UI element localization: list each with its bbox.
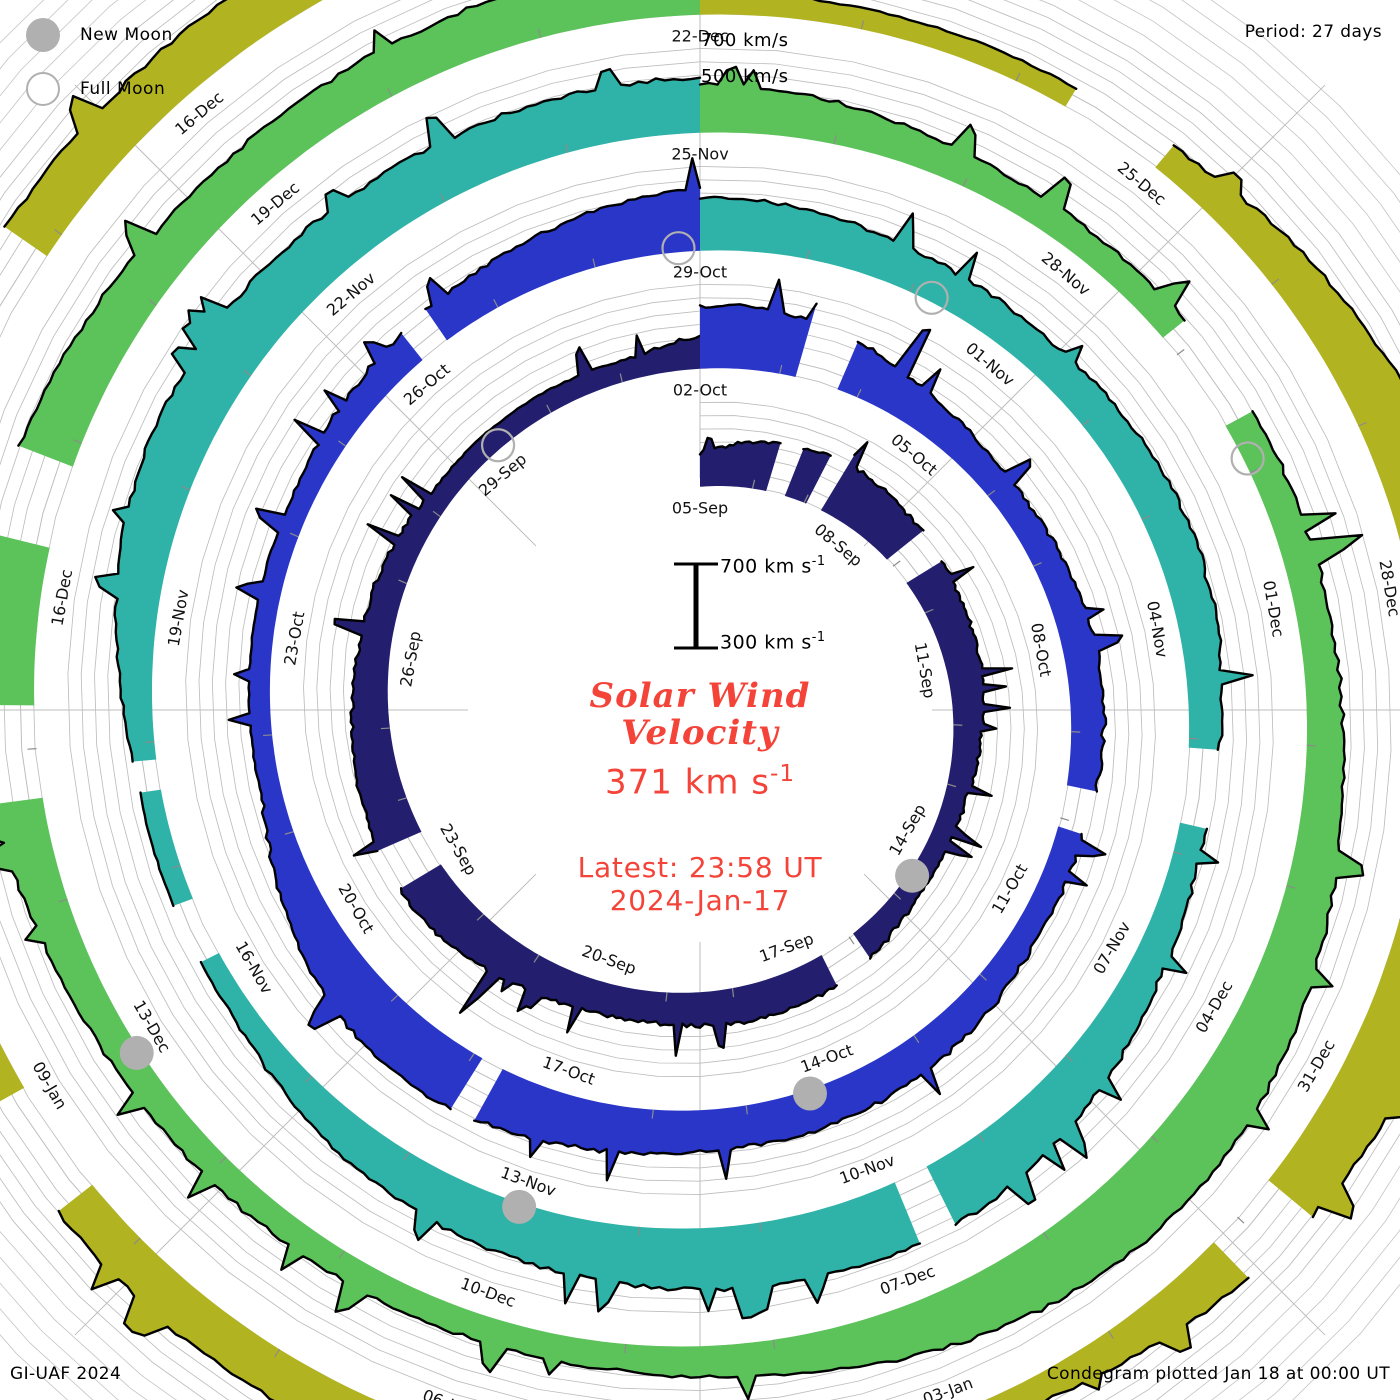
date-label: 10-Nov [837,1150,897,1187]
date-label: 05-Sep [672,498,728,517]
legend-item-full-moon: Full Moon [22,62,282,116]
legend-label-new-moon: New Moon [80,25,173,45]
date-label: 17-Oct [540,1052,597,1088]
date-label: 28-Dec [1375,559,1400,619]
new-moon-icon [26,18,60,52]
date-label: 25-Nov [671,144,728,163]
full-moon-icon [26,72,60,106]
date-label: 29-Oct [673,262,727,281]
plot-stamp-label: Condegram plotted Jan 18 at 00:00 UT [1046,1364,1390,1384]
date-label: 11-Sep [911,641,939,700]
date-label: 16-Dec [48,568,77,628]
date-label: 10-Dec [458,1274,518,1311]
radial-tick-700: 700 km/s [701,30,789,51]
moon-phase-markers [119,231,1265,1224]
date-label: 02-Oct [673,380,727,399]
legend-label-full-moon: Full Moon [80,79,166,99]
date-label: 20-Sep [579,941,638,978]
date-label: 09-Jan [29,1058,71,1112]
legend-item-new-moon: New Moon [22,8,282,62]
date-label: 07-Dec [877,1261,937,1298]
date-label: 14-Oct [798,1040,855,1076]
date-label: 11-Oct [988,861,1032,917]
date-label: 26-Sep [396,630,424,689]
credit-label: GI-UAF 2024 [10,1364,122,1384]
date-label: 04-Nov [1143,599,1172,659]
period-label: Period: 27 days [1244,22,1382,42]
date-label: 08-Oct [1027,621,1055,678]
date-label: 22-Dec [671,26,728,45]
radial-tick-500: 500 km/s [701,66,789,87]
date-label: 23-Oct [280,610,308,667]
moon-legend: New Moon Full Moon [22,8,282,116]
date-label: 19-Nov [164,588,193,648]
date-label: 03-Jan [920,1373,975,1400]
date-label: 17-Sep [757,929,816,966]
